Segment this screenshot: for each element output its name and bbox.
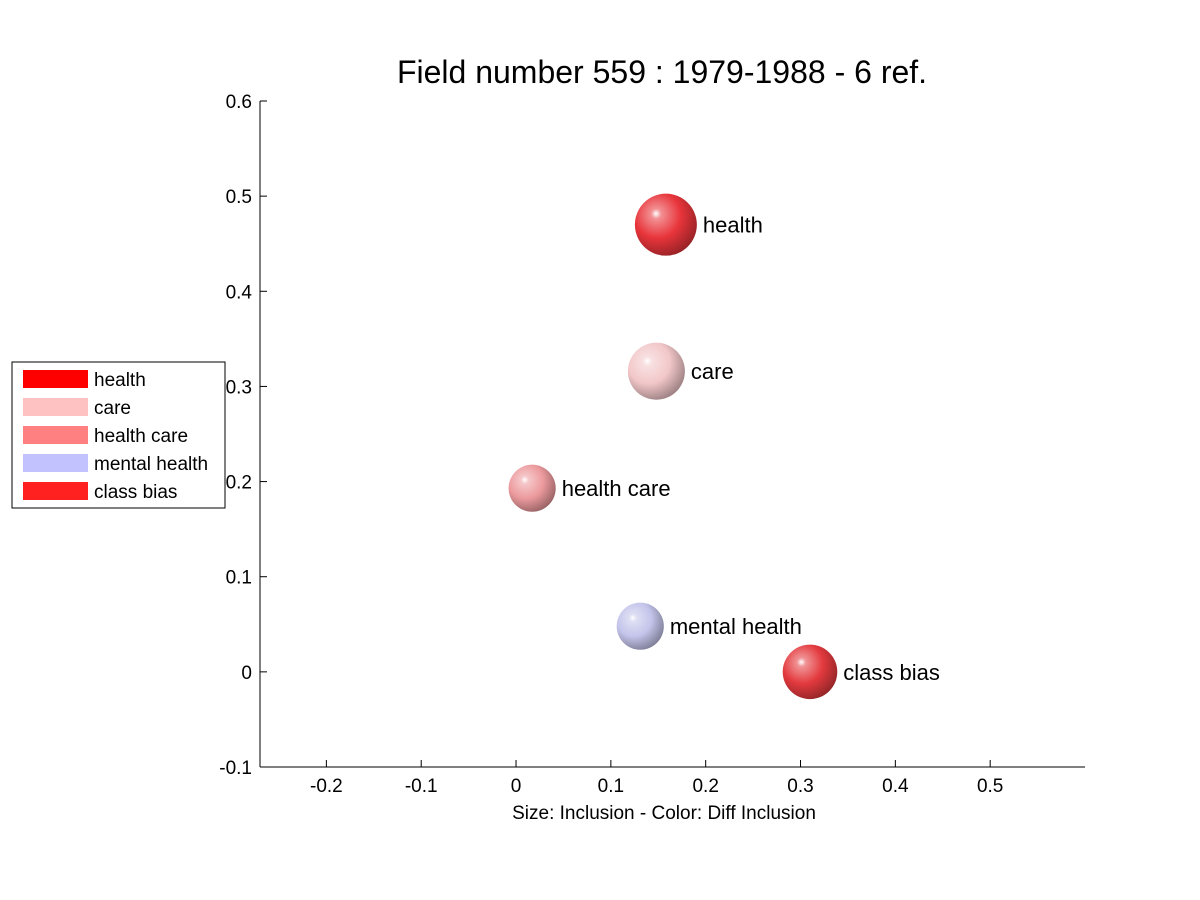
- y-tick-label: -0.1: [219, 758, 252, 779]
- legend-label: health care: [94, 426, 188, 447]
- chart-title: Field number 559 : 1979-1988 - 6 ref.: [397, 54, 927, 90]
- legend-label: health: [94, 370, 146, 391]
- legend-swatch: [23, 426, 88, 444]
- x-axis-label: Size: Inclusion - Color: Diff Inclusion: [512, 803, 816, 824]
- x-tick-label: 0: [511, 776, 522, 797]
- legend-label: care: [94, 398, 131, 419]
- data-point-label: mental health: [670, 614, 802, 639]
- y-tick-label: 0.1: [226, 568, 252, 589]
- data-point-label: health care: [562, 476, 671, 501]
- legend-label: mental health: [94, 454, 208, 475]
- x-tick-label: 0.1: [598, 776, 624, 797]
- y-tick-label: 0.2: [226, 473, 252, 494]
- y-tick-label: 0.4: [226, 282, 253, 303]
- x-tick-label: -0.2: [310, 776, 343, 797]
- y-tick-label: 0.3: [226, 377, 252, 398]
- x-tick-label: 0.2: [692, 776, 718, 797]
- data-point-sphere: [627, 342, 685, 400]
- legend-swatch: [23, 398, 88, 416]
- x-tick-label: 0.3: [787, 776, 813, 797]
- x-tick-label: 0.5: [977, 776, 1003, 797]
- y-tick-label: 0.6: [226, 92, 252, 113]
- x-tick-label: 0.4: [882, 776, 909, 797]
- y-tick-label: 0.5: [226, 187, 252, 208]
- y-tick-label: 0: [241, 663, 252, 684]
- legend: health care health care mental health class …: [11, 361, 226, 509]
- plot-area: -0.1 0 0.1 0.2 0.3 0.4 0.5 0.6 -0.2 -0.1 0 0.1 0.2 0.…: [219, 92, 1085, 797]
- data-point-sphere: [616, 602, 664, 650]
- data-point-label: health: [703, 213, 763, 238]
- legend-swatch: [23, 482, 88, 500]
- legend-swatch: [23, 370, 88, 388]
- data-point-label: care: [691, 359, 734, 384]
- legend-label: class bias: [94, 482, 177, 503]
- data-point-label: class bias: [843, 660, 940, 685]
- data-point-sphere: [508, 464, 556, 512]
- data-point-sphere: [634, 193, 697, 256]
- x-tick-label: -0.1: [405, 776, 438, 797]
- data-point-sphere: [782, 644, 838, 700]
- legend-swatch: [23, 454, 88, 472]
